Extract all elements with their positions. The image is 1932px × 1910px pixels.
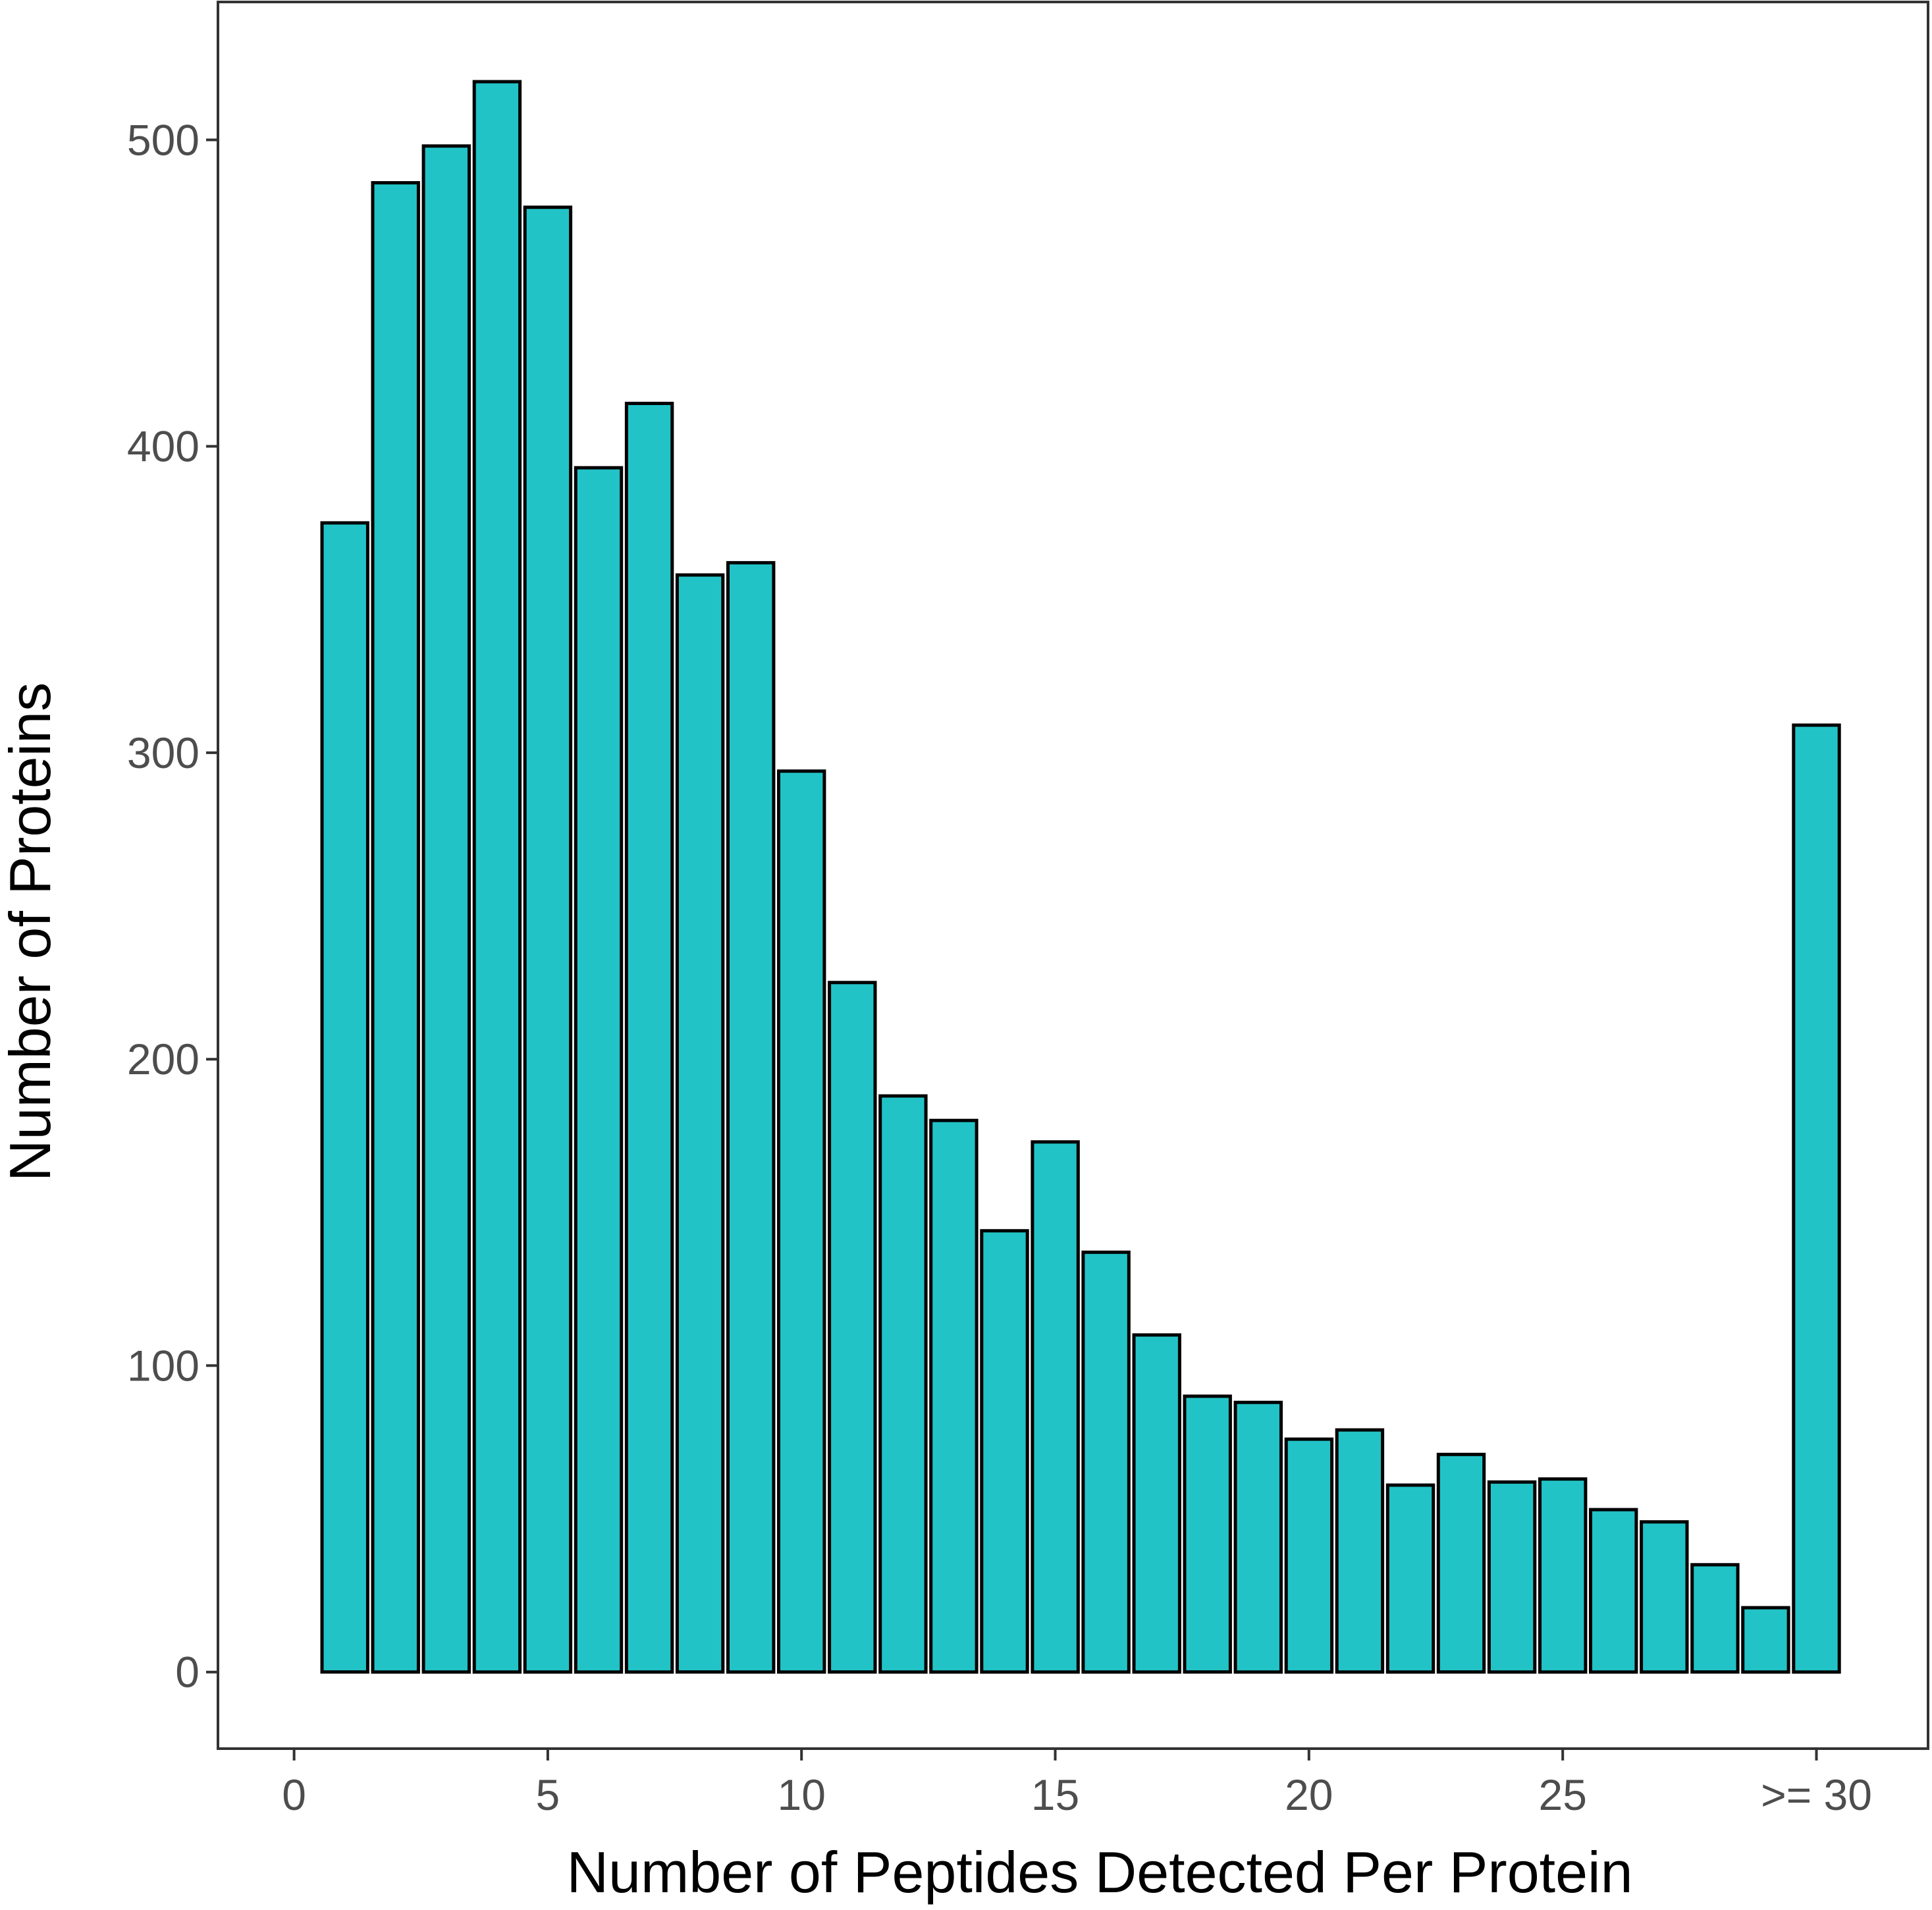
bar [421,144,471,1674]
x-tick-label: 25 [1538,1770,1586,1819]
bar [1284,1437,1334,1674]
y-axis: 0 100 200 300 400 500 [127,115,218,1697]
bar [675,573,725,1674]
y-axis-title: Number of Proteins [0,682,63,1182]
x-tick-label: 0 [282,1770,306,1819]
x-axis-title: Number of Peptides Detected Per Protein [566,1840,1632,1905]
x-tick-label: 10 [777,1770,825,1819]
bar [1792,723,1841,1674]
bar [320,521,369,1674]
bar [1589,1508,1638,1674]
bar [1690,1563,1740,1674]
bar [1436,1452,1486,1674]
bar [929,1118,979,1674]
y-tick-label: 300 [127,728,200,777]
bar [371,181,420,1674]
x-tick-label: 15 [1031,1770,1079,1819]
bar [1233,1400,1283,1674]
y-tick-label: 400 [127,422,200,471]
y-tick-label: 200 [127,1035,200,1083]
plot-panel-border [217,1,1929,1750]
bar [828,981,877,1674]
x-tick-label: 20 [1285,1770,1333,1819]
bar [1031,1140,1080,1674]
bar [980,1229,1029,1674]
bar [1741,1606,1790,1674]
bar [1081,1250,1131,1674]
bar [1335,1428,1385,1674]
y-tick-label: 500 [127,115,200,164]
bar [878,1094,928,1674]
bar [1538,1477,1588,1674]
bar [1640,1520,1689,1674]
y-tick-label: 100 [127,1341,200,1390]
x-tick-label: 5 [536,1770,560,1819]
bars [320,80,1841,1674]
bar [726,560,776,1674]
x-axis: 0 5 10 15 20 25 >= 30 [282,1749,1872,1819]
bar [1385,1483,1436,1674]
y-tick-label: 0 [175,1648,200,1697]
bar [472,80,522,1674]
bar [1487,1480,1537,1674]
bar [777,769,826,1674]
bar [1183,1394,1232,1674]
bar [624,402,674,1674]
bar [523,205,573,1674]
bar [1132,1333,1181,1674]
x-tick-label: >= 30 [1761,1770,1872,1819]
bar [574,466,624,1674]
